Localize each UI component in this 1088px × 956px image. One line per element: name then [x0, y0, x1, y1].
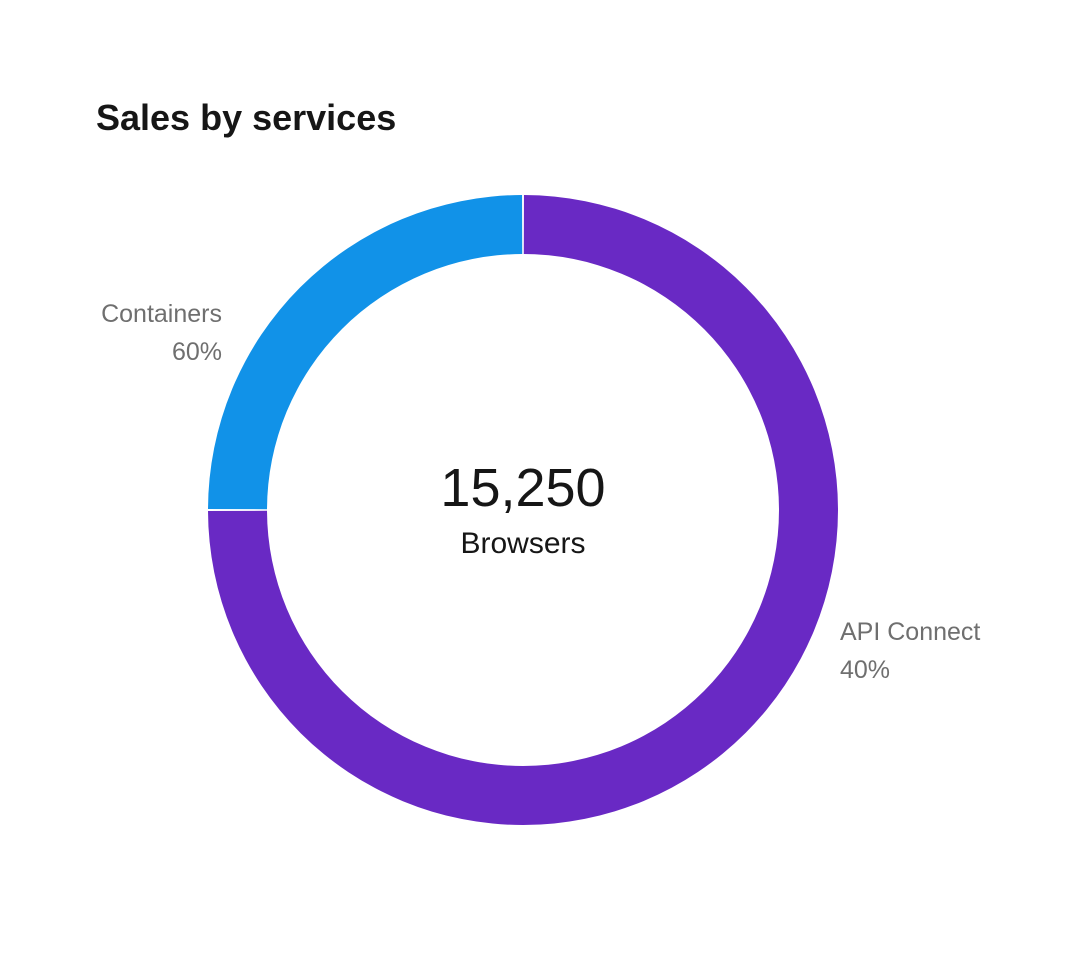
slice-percent-label: 60% — [172, 338, 222, 366]
center-label: Browsers — [460, 527, 585, 560]
slice-labels: Containers 60% API Connect 40% — [101, 300, 980, 684]
slice-name-label: Containers — [101, 300, 222, 328]
chart-title: Sales by services — [96, 97, 397, 138]
center-value: 15,250 — [440, 458, 605, 518]
slice-name-label: API Connect — [840, 618, 980, 646]
donut-slice-containers[interactable] — [208, 195, 523, 510]
donut-slices — [208, 195, 838, 826]
slice-percent-label: 40% — [840, 656, 890, 684]
